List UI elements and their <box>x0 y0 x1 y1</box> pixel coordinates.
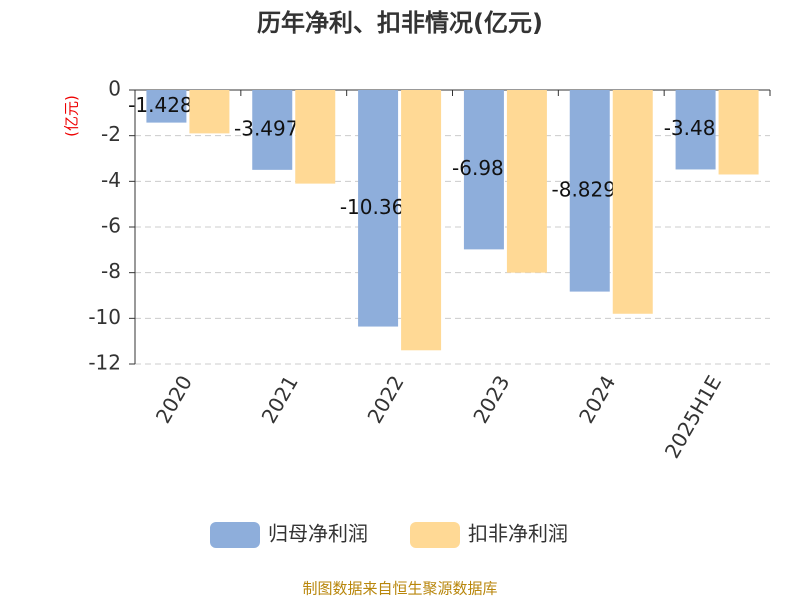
chart-title: 历年净利、扣非情况(亿元) <box>257 9 543 37</box>
x-tick-label: 2023 <box>468 371 514 427</box>
y-tick-label: -12 <box>88 351 121 375</box>
y-tick-label: -4 <box>101 168 121 192</box>
bar <box>675 90 716 170</box>
bar <box>612 90 653 314</box>
legend-label: 归母净利润 <box>268 522 368 546</box>
data-label: -3.48 <box>664 116 716 140</box>
data-label: -3.497 <box>234 116 298 140</box>
data-label: -6.98 <box>452 156 504 180</box>
x-tick-label: 2021 <box>257 371 303 427</box>
legend-swatch <box>210 522 260 548</box>
y-tick-label: 0 <box>108 77 121 101</box>
bar <box>569 90 610 292</box>
y-tick-label: -8 <box>101 259 121 283</box>
bar <box>189 90 230 134</box>
legend-swatch <box>410 522 460 548</box>
x-tick-label: 2020 <box>151 371 197 427</box>
y-tick-label: -6 <box>101 214 121 238</box>
x-tick-label: 2022 <box>362 371 408 427</box>
bar <box>146 90 187 123</box>
data-label: -8.829 <box>552 177 616 201</box>
bar <box>463 90 504 250</box>
bar <box>718 90 759 175</box>
y-axis-label: (亿元) <box>63 95 81 137</box>
bar <box>252 90 293 170</box>
source-note: 制图数据来自恒生聚源数据库 <box>302 580 497 598</box>
bar <box>358 90 399 327</box>
bar <box>506 90 547 273</box>
data-label: -1.428 <box>128 93 192 117</box>
x-tick-label: 2024 <box>574 371 620 427</box>
data-label: -10.36 <box>340 195 404 219</box>
x-tick-label: 2025H1E <box>660 371 726 462</box>
y-tick-label: -2 <box>101 122 121 146</box>
legend-label: 扣非净利润 <box>468 522 568 546</box>
bar <box>295 90 336 184</box>
bar <box>401 90 442 351</box>
y-tick-label: -10 <box>88 305 121 329</box>
